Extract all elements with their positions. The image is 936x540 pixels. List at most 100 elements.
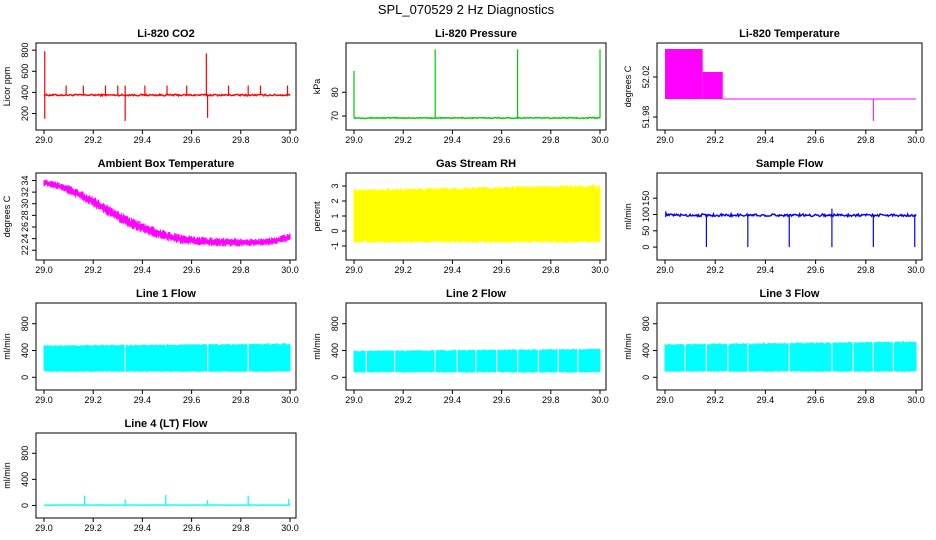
- y-tick-label: 22: [20, 245, 30, 255]
- x-tick-label: 29.6: [493, 395, 511, 405]
- panel-title: Line 2 Flow: [446, 288, 506, 300]
- series-line: [664, 211, 917, 218]
- series-4: [43, 179, 291, 247]
- y-tick-label: 400: [641, 343, 651, 358]
- series-6: [664, 208, 917, 248]
- y-tick-label: -1: [330, 242, 340, 250]
- y-tick-label: 400: [330, 343, 340, 358]
- x-tick-label: 30.0: [907, 395, 925, 405]
- x-tick-label: 30.0: [591, 135, 609, 145]
- x-tick-label: 29.2: [706, 395, 724, 405]
- y-tick-label: 800: [330, 316, 340, 331]
- series-line: [354, 116, 601, 120]
- x-tick-label: 29.4: [444, 135, 462, 145]
- x-tick-label: 29.0: [345, 265, 363, 275]
- series-1: [43, 51, 291, 121]
- x-tick-label: 30.0: [281, 265, 299, 275]
- series-band: [664, 341, 917, 372]
- panel-title: Sample Flow: [756, 158, 824, 170]
- plot-frame: [345, 42, 607, 131]
- panel-6: Sample Flow ml/min 29.0 29.2 29.4 29.6 29.8 30.…: [623, 158, 925, 275]
- y-axis-label: ml/min: [2, 333, 12, 360]
- x-tick-label: 29.8: [232, 395, 250, 405]
- series-7: [43, 343, 291, 374]
- x-tick-label: 29.6: [807, 395, 825, 405]
- series-2: [353, 49, 601, 120]
- panel-title: Li-820 Pressure: [435, 28, 517, 40]
- y-tick-label: 400: [20, 472, 30, 487]
- x-tick-label: 29.6: [183, 395, 201, 405]
- x-tick-label: 29.8: [232, 265, 250, 275]
- panel-title: Li-820 CO2: [137, 28, 194, 40]
- series-band: [43, 343, 291, 372]
- x-tick-label: 29.8: [542, 135, 560, 145]
- x-tick-label: 29.6: [807, 265, 825, 275]
- series-band: [43, 179, 291, 247]
- x-tick-label: 29.0: [35, 135, 53, 145]
- panel-title: Li-820 Temperature: [739, 28, 840, 40]
- x-tick-label: 30.0: [281, 523, 299, 533]
- panel-1: Li-820 CO2 Licor ppm 29.0 29.2 29.4 29.6 29.8 3…: [2, 28, 299, 145]
- x-tick-label: 29.4: [757, 135, 775, 145]
- y-tick-label: 0: [641, 245, 651, 250]
- x-tick-label: 29.6: [493, 135, 511, 145]
- x-tick-label: 29.0: [35, 395, 53, 405]
- x-tick-label: 29.0: [345, 135, 363, 145]
- panel-title: Line 3 Flow: [760, 288, 820, 300]
- y-tick-label: 100: [641, 207, 651, 222]
- x-tick-label: 29.2: [394, 135, 412, 145]
- panel-title: Line 4 (LT) Flow: [125, 418, 208, 430]
- x-tick-label: 30.0: [591, 265, 609, 275]
- x-tick-label: 29.6: [183, 135, 201, 145]
- y-tick-label: 28: [20, 210, 30, 220]
- plot-frame: [35, 432, 297, 519]
- x-tick-label: 29.0: [656, 265, 674, 275]
- y-axis-label: kPa: [312, 79, 322, 95]
- y-tick-label: 0: [641, 375, 651, 380]
- x-tick-label: 29.4: [444, 265, 462, 275]
- y-tick-label: 1: [330, 213, 340, 218]
- panel-5: Gas Stream RH percent 29.0 29.2 29.4 29.6 29.8…: [312, 158, 609, 275]
- plot-frame: [656, 42, 923, 131]
- y-tick-label: 800: [641, 316, 651, 331]
- panel-2: Li-820 Pressure kPa 29.0 29.2 29.4 29.6 29.8 30…: [312, 28, 609, 145]
- plot-frame: [35, 172, 297, 261]
- plot-frame: [345, 302, 607, 391]
- x-tick-label: 29.6: [493, 265, 511, 275]
- y-tick-label: 800: [20, 43, 30, 58]
- x-tick-label: 29.2: [84, 265, 102, 275]
- y-tick-label: 800: [20, 446, 30, 461]
- plot-frame: [656, 172, 923, 261]
- plot-frame: [35, 302, 297, 391]
- x-tick-label: 29.2: [394, 265, 412, 275]
- x-tick-label: 30.0: [907, 135, 925, 145]
- y-axis-label: ml/min: [623, 333, 633, 360]
- x-tick-label: 29.8: [857, 135, 875, 145]
- y-tick-label: 26: [20, 222, 30, 232]
- x-tick-label: 29.8: [232, 135, 250, 145]
- y-tick-label: 800: [20, 316, 30, 331]
- y-tick-label: 50: [641, 226, 651, 236]
- y-tick-label: 0: [330, 375, 340, 380]
- y-tick-label: 30: [20, 199, 30, 209]
- series-band: [665, 49, 703, 99]
- y-tick-label: 34: [20, 175, 30, 185]
- y-axis-label: ml/min: [312, 333, 322, 360]
- panel-9: Line 3 Flow ml/min 29.0 29.2 29.4 29.6 29.8 30.…: [623, 288, 925, 405]
- x-tick-label: 29.8: [542, 395, 560, 405]
- x-tick-label: 29.2: [706, 265, 724, 275]
- x-tick-label: 29.4: [134, 135, 152, 145]
- panel-title: Line 1 Flow: [136, 288, 196, 300]
- x-tick-label: 29.4: [134, 265, 152, 275]
- panel-10: Line 4 (LT) Flow ml/min 29.0 29.2 29.4 29.6 29…: [2, 418, 299, 533]
- y-tick-label: 80: [330, 87, 340, 97]
- x-tick-label: 29.4: [757, 265, 775, 275]
- panel-4: Ambient Box Temperature degrees C 29.0 29.2…: [2, 158, 299, 275]
- y-tick-label: 0: [20, 503, 30, 508]
- panel-3: Li-820 Temperature degrees C 29.0 29.2 29.4 2…: [623, 28, 925, 145]
- x-tick-label: 29.4: [444, 395, 462, 405]
- series-3: [665, 49, 916, 121]
- series-10: [44, 495, 291, 506]
- x-tick-label: 29.2: [84, 395, 102, 405]
